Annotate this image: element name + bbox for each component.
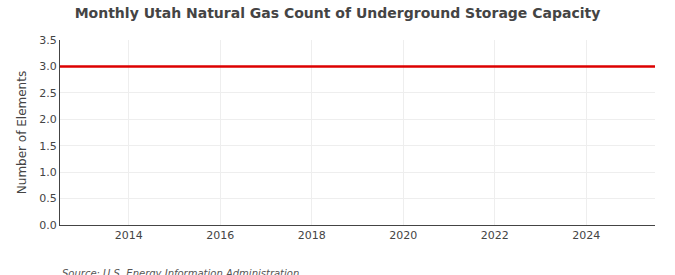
svg-text:0.0: 0.0 [39, 219, 57, 232]
svg-text:2014: 2014 [115, 229, 143, 242]
svg-text:2016: 2016 [206, 229, 234, 242]
svg-text:Number of Elements: Number of Elements [15, 71, 29, 194]
svg-text:2.5: 2.5 [39, 87, 57, 100]
svg-text:3.5: 3.5 [39, 34, 57, 47]
svg-text:Source: U.S. Energy Informatio: Source: U.S. Energy Information Administ… [62, 268, 299, 275]
svg-text:2020: 2020 [389, 229, 417, 242]
svg-text:1.0: 1.0 [39, 166, 57, 179]
svg-text:2024: 2024 [572, 229, 600, 242]
svg-text:0.5: 0.5 [39, 192, 57, 205]
svg-text:1.5: 1.5 [39, 140, 57, 153]
svg-text:Monthly Utah Natural Gas Count: Monthly Utah Natural Gas Count of Underg… [75, 5, 601, 21]
svg-text:2.0: 2.0 [39, 113, 57, 126]
svg-text:2018: 2018 [298, 229, 326, 242]
svg-text:3.0: 3.0 [39, 60, 57, 73]
svg-text:2022: 2022 [481, 229, 509, 242]
